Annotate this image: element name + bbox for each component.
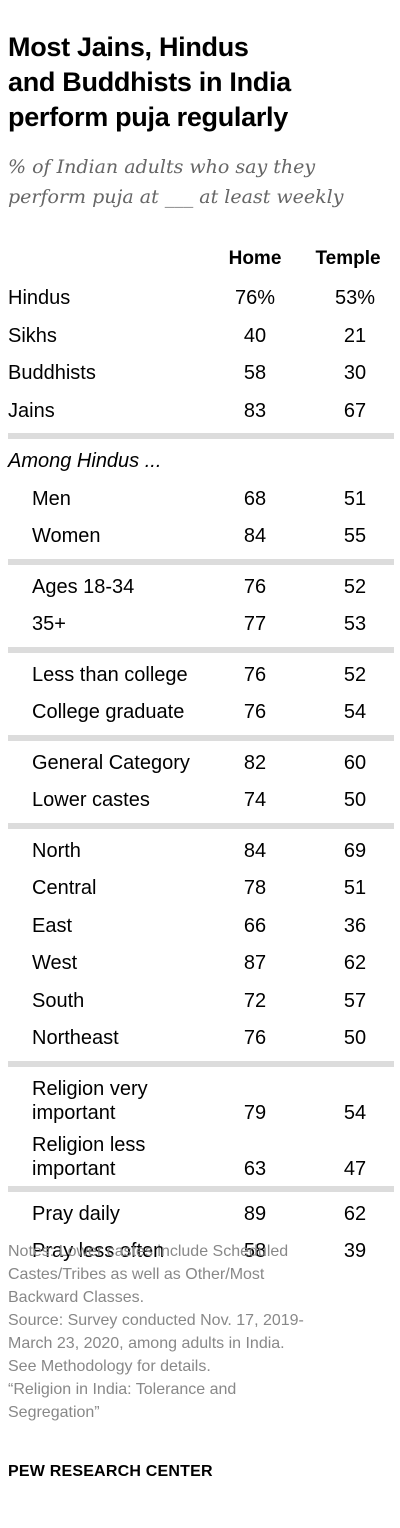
row-label: Women: [32, 525, 101, 547]
note-line: Backward Classes.: [8, 1289, 145, 1306]
home-value: 83: [243, 399, 267, 422]
temple-value: 54: [343, 1101, 367, 1124]
title-line: and Buddhists in India: [8, 67, 291, 97]
home-value: 72: [243, 989, 267, 1012]
temple-value: 57: [343, 989, 367, 1012]
note-line: “Religion in India: Tolerance and: [8, 1381, 237, 1398]
section-divider: [8, 1060, 394, 1067]
home-value: 89: [243, 1202, 267, 1225]
home-value: 58: [243, 362, 267, 384]
temple-value: 51: [343, 487, 367, 510]
row-label: Less than college: [32, 663, 188, 686]
temple-value: 30: [343, 362, 367, 384]
row-label: important: [32, 1101, 116, 1124]
row-label: Religion very: [32, 1077, 148, 1100]
note-line: Source: Survey conducted Nov. 17, 2019-: [8, 1312, 304, 1329]
row-label: Northeast: [32, 1027, 119, 1049]
row-label: Men: [32, 487, 71, 510]
temple-value: 50: [343, 1027, 367, 1049]
note-line: Notes: Lower castes include Scheduled: [8, 1243, 289, 1260]
section-divider: [8, 433, 394, 439]
chart-title: Most Jains, Hindus and Buddhists in Indi…: [8, 30, 396, 135]
section-label: Among Hindus ...: [8, 450, 162, 472]
temple-value: 62: [343, 952, 367, 974]
note-line: March 23, 2020, among adults in India.: [8, 1335, 285, 1352]
subtitle-line: perform puja at ___ at least weekly: [8, 186, 344, 208]
temple-value: 53%: [334, 287, 376, 309]
temple-value: 47: [343, 1157, 367, 1180]
home-value: 84: [243, 525, 267, 547]
home-value: 87: [243, 952, 267, 974]
column-header-temple: Temple: [315, 248, 381, 269]
temple-value: 50: [343, 789, 367, 811]
section-divider: [8, 822, 394, 829]
temple-value: 55: [343, 525, 367, 547]
home-value: 79: [243, 1101, 267, 1124]
temple-value: 54: [343, 701, 367, 723]
row-label: Pray daily: [32, 1202, 120, 1225]
row-label: Sikhs: [8, 324, 57, 347]
home-value: 63: [243, 1157, 267, 1180]
row-label: Religion less: [32, 1133, 146, 1156]
home-value: 76: [243, 575, 267, 598]
temple-value: 53: [343, 613, 367, 635]
section-divider: [8, 1185, 394, 1192]
home-value: 82: [243, 751, 267, 774]
title-line: perform puja regularly: [8, 102, 288, 132]
temple-value: 36: [343, 914, 367, 937]
temple-value: 21: [343, 324, 367, 347]
row-label: Buddhists: [8, 362, 96, 384]
temple-value: 62: [343, 1202, 367, 1225]
home-value: 74: [243, 789, 267, 811]
home-value: 76: [243, 663, 267, 686]
section-divider: [8, 558, 394, 565]
section-divider: [8, 734, 394, 741]
row-label: important: [32, 1157, 116, 1180]
row-label: West: [32, 952, 78, 974]
row-label: General Category: [32, 751, 190, 774]
chart-subtitle: % of Indian adults who say they perform …: [8, 152, 398, 212]
temple-value: 51: [343, 877, 367, 899]
temple-value: 52: [343, 575, 367, 598]
notes-block: Notes: Lower castes include Scheduled Ca…: [8, 1240, 398, 1424]
row-label: North: [32, 839, 81, 862]
row-label: College graduate: [32, 701, 185, 723]
row-label: Jains: [8, 399, 55, 422]
row-label: Hindus: [8, 287, 71, 309]
row-label: East: [32, 914, 73, 937]
row-label: 35+: [32, 613, 66, 635]
home-value: 77: [243, 613, 267, 635]
home-value: 76%: [234, 287, 276, 309]
row-label: South: [32, 989, 85, 1012]
temple-value: 52: [343, 663, 367, 686]
home-value: 40: [243, 324, 267, 347]
row-label: Lower castes: [32, 789, 150, 811]
temple-value: 60: [343, 751, 367, 774]
home-value: 76: [243, 1027, 267, 1049]
home-value: 78: [243, 877, 267, 899]
home-value: 84: [243, 839, 267, 862]
column-header-home: Home: [228, 248, 282, 269]
home-value: 68: [243, 487, 267, 510]
note-line: Segregation”: [8, 1404, 100, 1421]
note-line: Castes/Tribes as well as Other/Most: [8, 1266, 265, 1283]
pew-brand-logo: PEW RESEARCH CENTER: [8, 1463, 213, 1480]
note-line: See Methodology for details.: [8, 1358, 211, 1375]
temple-value: 69: [343, 839, 367, 862]
home-value: 66: [243, 914, 267, 937]
home-value: 76: [243, 701, 267, 723]
row-label: Ages 18-34: [32, 575, 135, 598]
title-line: Most Jains, Hindus: [8, 32, 249, 62]
temple-value: 39: [343, 1240, 367, 1262]
row-label: Central: [32, 877, 97, 899]
temple-value: 67: [343, 399, 367, 422]
section-divider: [8, 646, 394, 653]
row-label: Pray less often: [32, 1240, 165, 1262]
subtitle-line: % of Indian adults who say they: [8, 156, 316, 178]
home-value: 58: [243, 1240, 267, 1262]
